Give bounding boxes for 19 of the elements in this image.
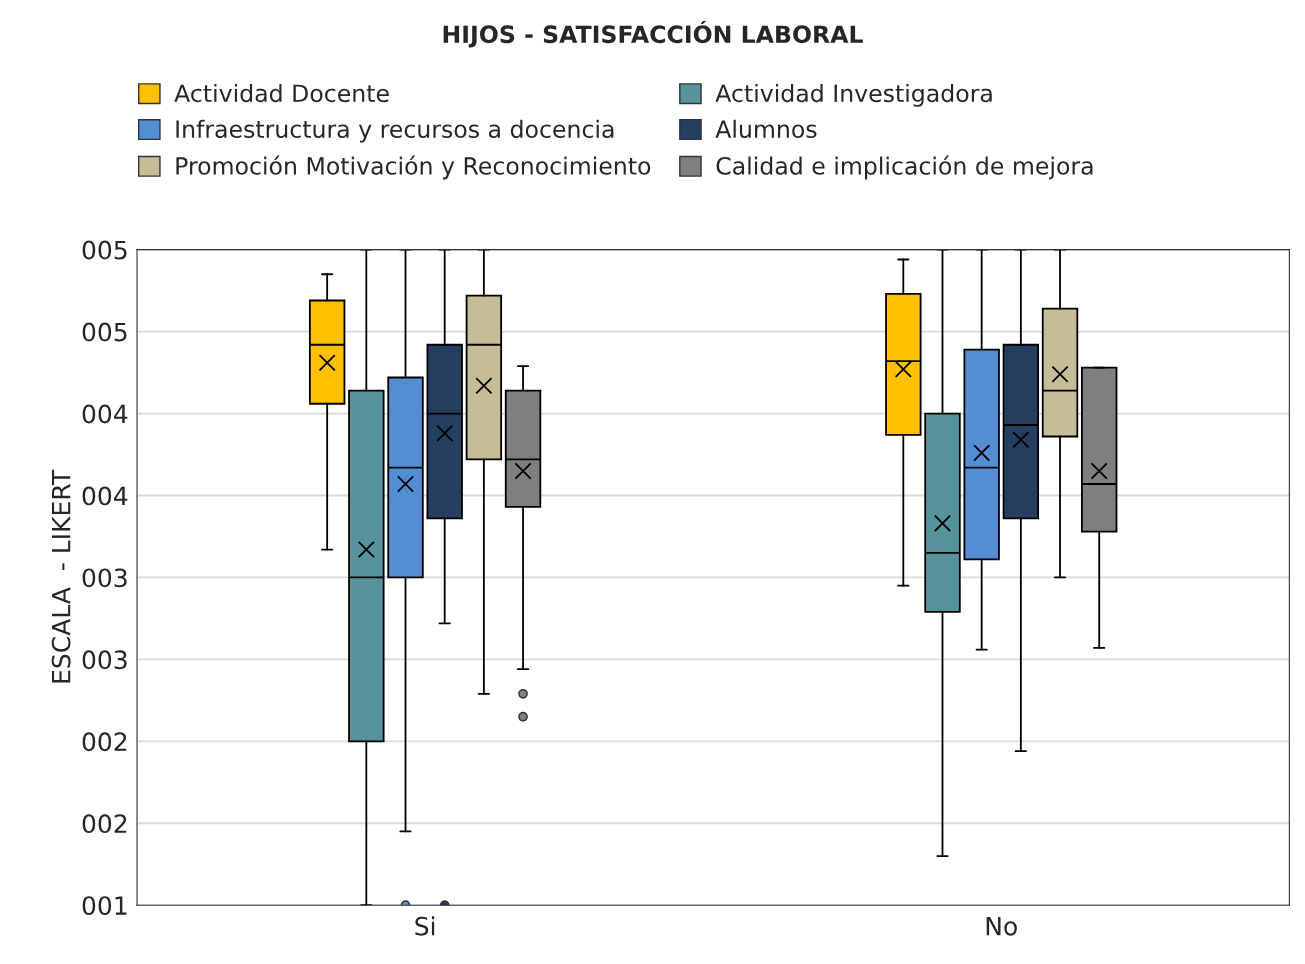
x-tick-label: No [986,917,1017,936]
legend-label: Infraestructura y recursos a docencia [176,119,614,143]
legend-label: Actividad Investigadora [715,83,992,107]
legend-label: Alumnos [715,119,817,139]
x-tick-label: Si [415,916,435,936]
y-tick-label: 001 [82,896,127,916]
legend-label: Promoción Motivación y Reconocimiento [176,155,651,180]
y-tick-label: 002 [82,814,127,834]
y-tick-label: 004 [82,486,128,506]
y-tick-label: 005 [82,322,127,342]
y-tick-label: 002 [82,732,127,752]
y-tick-label: 005 [82,240,127,260]
chart-title: HIJOS - SATISFACCIÓN LABORAL [443,21,863,48]
legend-label: Calidad e implicación de mejora [716,155,1093,180]
y-tick-label: 003 [82,650,127,670]
y-tick-label: 003 [82,568,127,588]
legend-label: Actividad Docente [174,83,389,103]
y-axis-title: ESCALA - LIKERT [51,469,71,683]
y-tick-label: 004 [82,404,128,424]
